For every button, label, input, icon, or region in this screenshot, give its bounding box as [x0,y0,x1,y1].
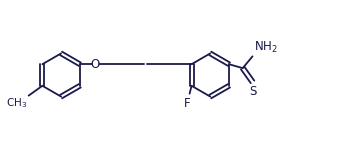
Text: S: S [249,85,256,98]
Text: CH$_3$: CH$_3$ [7,97,28,110]
Text: F: F [184,97,191,110]
Text: NH$_2$: NH$_2$ [254,40,277,55]
Text: O: O [91,58,100,71]
